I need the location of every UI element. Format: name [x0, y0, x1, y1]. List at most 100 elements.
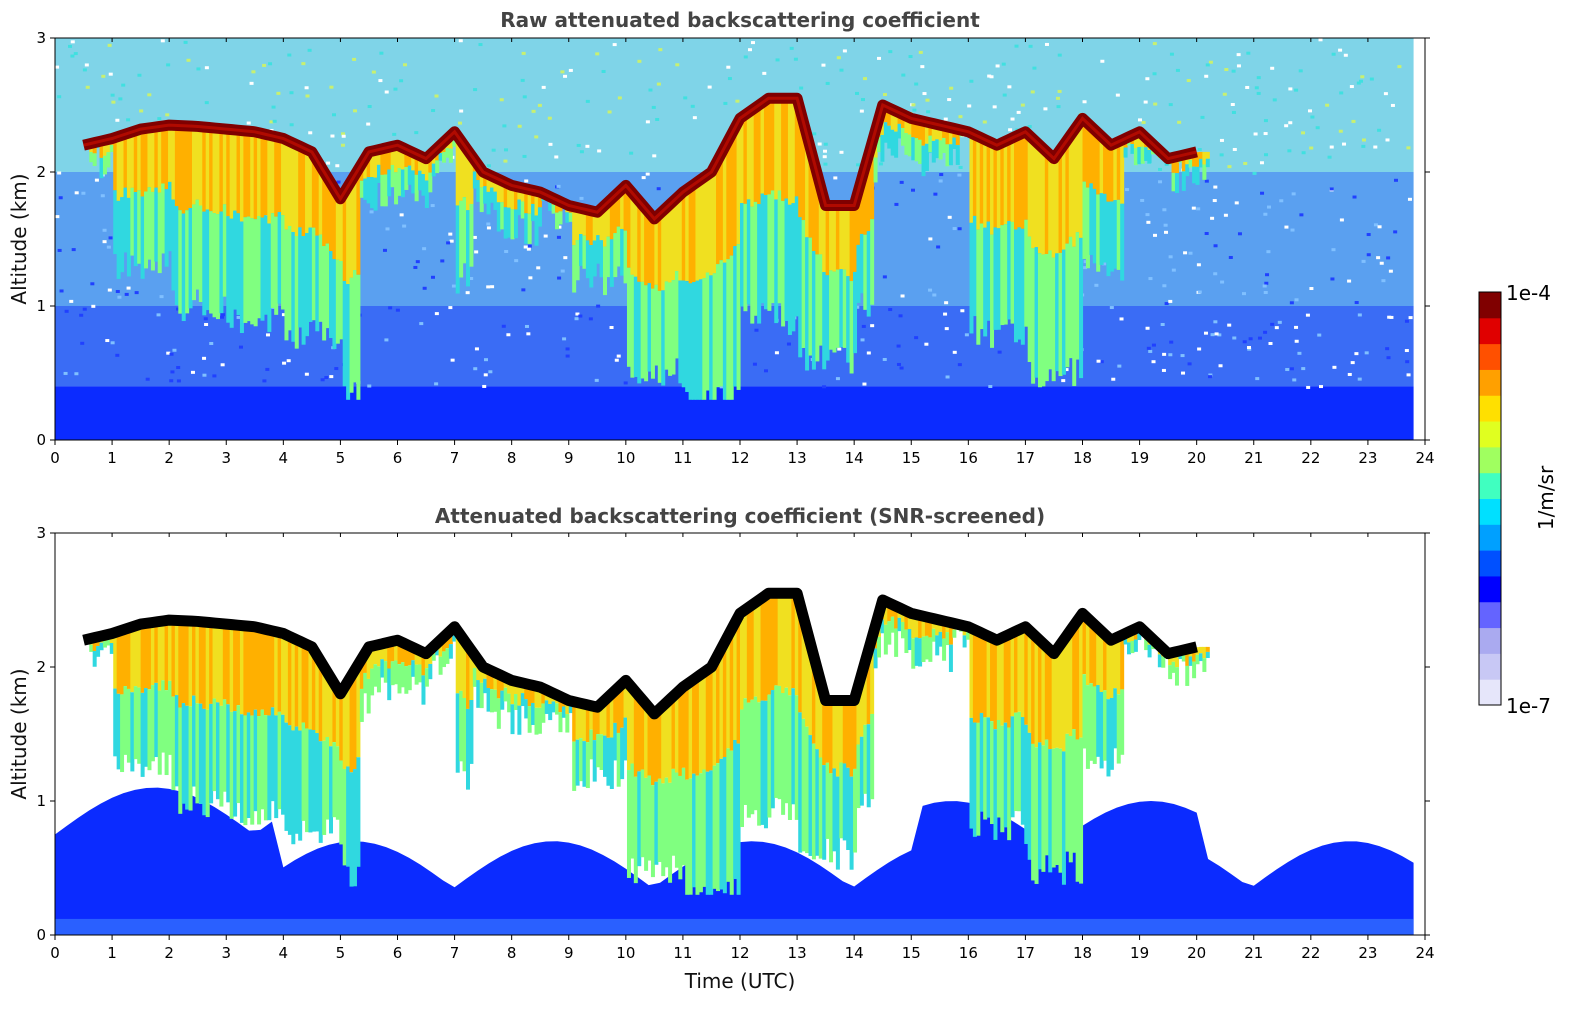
curtain-upper [322, 663, 327, 741]
speckle [1205, 63, 1210, 67]
curtain-lower [1014, 712, 1018, 812]
colorbar-swatch [1479, 472, 1501, 499]
curtain-upper [760, 598, 765, 701]
curtain-upper [534, 685, 539, 708]
curtain-lower [1147, 149, 1152, 163]
curtain-lower [133, 192, 138, 267]
curtain-lower [1099, 193, 1104, 265]
x-tick-label: 1 [107, 944, 117, 962]
curtain-upper [133, 131, 138, 193]
curtain-upper [274, 631, 279, 716]
speckle [506, 333, 511, 337]
curtain-upper [188, 621, 193, 707]
speckle [1231, 110, 1236, 114]
curtain-upper [325, 174, 330, 244]
speckle [249, 81, 254, 85]
curtain-lower [945, 144, 950, 167]
curtain-lower [787, 204, 792, 335]
curtain-lower [753, 201, 758, 316]
curtain-lower [246, 216, 251, 322]
speckle [91, 304, 96, 308]
speckle [547, 116, 552, 120]
curtain-upper [983, 633, 988, 718]
curtain-upper [712, 169, 717, 274]
curtain-upper [147, 623, 152, 690]
speckle [522, 154, 527, 158]
curtain-upper [315, 652, 320, 734]
x-tick-label: 23 [1358, 944, 1377, 962]
curtain-upper [630, 190, 635, 275]
speckle [1180, 354, 1185, 358]
speckle [1162, 284, 1167, 288]
speckle [202, 373, 207, 377]
curtain-upper [1103, 632, 1108, 691]
curtain-upper [979, 632, 984, 713]
curtain-lower [287, 226, 292, 331]
speckle [265, 367, 270, 371]
curtain-upper [1113, 144, 1118, 201]
curtain-upper [575, 207, 580, 241]
curtain-lower [370, 177, 375, 209]
curtain-lower [846, 767, 851, 851]
speckle [1338, 129, 1343, 133]
speckle [863, 77, 868, 81]
curtain-lower [979, 223, 984, 330]
curtain-upper [270, 630, 275, 708]
curtain-upper [736, 124, 741, 245]
curtain-upper [387, 642, 392, 669]
speckle [1234, 201, 1239, 205]
curtain-upper [596, 706, 601, 735]
curtain-lower [873, 157, 878, 183]
curtain-upper [911, 118, 916, 138]
curtain-upper [924, 121, 929, 144]
curtain-upper [668, 701, 673, 783]
speckle [823, 162, 828, 166]
curtain-upper [654, 713, 659, 782]
curtain-lower [750, 206, 755, 324]
curtain-lower [572, 741, 577, 791]
curtain-upper [969, 627, 974, 718]
speckle [899, 180, 904, 184]
curtain-lower [1051, 748, 1056, 868]
curtain-upper [894, 110, 899, 132]
curtain-lower [1195, 166, 1200, 185]
speckle [987, 74, 992, 78]
speckle [419, 322, 424, 326]
speckle [332, 113, 337, 117]
curtain-lower [1089, 183, 1094, 255]
curtain-lower [1037, 742, 1042, 870]
curtain-lower [1079, 737, 1084, 884]
curtain-lower [315, 235, 320, 332]
speckle [1331, 248, 1336, 252]
curtain-upper [308, 645, 313, 730]
curtain-lower [709, 770, 714, 895]
curtain-lower [1065, 243, 1070, 368]
speckle [629, 151, 634, 155]
curtain-lower [678, 775, 683, 880]
curtain-upper [1031, 137, 1036, 249]
curtain-upper [1099, 134, 1104, 194]
curtain-lower [640, 769, 645, 858]
speckle [1356, 81, 1361, 85]
curtain-upper [654, 218, 659, 285]
curtain-lower [1055, 253, 1060, 372]
curtain-lower [842, 763, 847, 841]
curtain-upper [222, 623, 227, 700]
curtain-upper [527, 189, 532, 214]
curtain-lower [116, 693, 121, 770]
curtain-lower [1192, 661, 1197, 679]
curtain-lower [1188, 159, 1193, 168]
curtain-lower [945, 632, 950, 646]
curtain-upper [1205, 646, 1210, 652]
curtain-upper [168, 125, 173, 182]
panel-raw-y-label: Altitude (km) [7, 173, 31, 304]
curtain-lower [894, 131, 899, 158]
curtain-lower [996, 228, 1001, 330]
curtain-upper [291, 637, 296, 731]
curtain-upper [517, 186, 522, 200]
speckle [747, 48, 752, 52]
curtain-lower [161, 680, 166, 753]
speckle [289, 91, 294, 95]
curtain-upper [1017, 630, 1022, 712]
curtain-upper [1082, 118, 1087, 182]
